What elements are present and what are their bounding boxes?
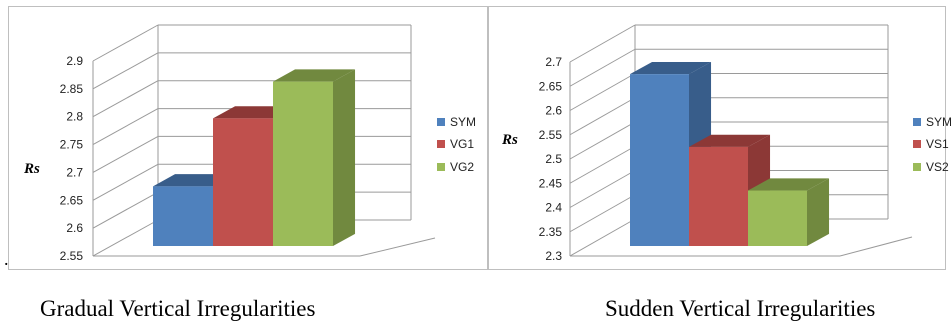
bar-vs1 [689, 146, 748, 246]
bar-sym [153, 186, 213, 246]
y-tick-label: 2.7 [66, 165, 83, 179]
gridline-side [92, 191, 159, 229]
bar-vg2 [273, 81, 333, 246]
gridline-side [569, 73, 636, 111]
gridline-side [569, 121, 636, 160]
y-tick-label: 2.3 [545, 249, 562, 263]
legend-label-sym: SYM [926, 115, 951, 129]
y-tick-label: 2.7 [545, 55, 562, 69]
gridline-side [92, 52, 159, 90]
legend-label-vg2: VG2 [450, 160, 474, 174]
y-tick-label: 2.85 [60, 82, 84, 96]
y-tick-label: 2.45 [539, 176, 563, 190]
gridline-side [569, 218, 636, 257]
legend-swatch-vg1 [437, 140, 445, 148]
legend-swatch-sym [437, 118, 445, 126]
legend-swatch-sym [913, 118, 921, 126]
stray-marker: . [4, 249, 9, 269]
y-tick-label: 2.65 [539, 79, 563, 93]
y-tick-label: 2.55 [539, 128, 563, 142]
gridline-side [92, 80, 159, 118]
gridline-side [92, 163, 159, 201]
legend-swatch-vs1 [913, 140, 921, 148]
legend-label-vs1: VS1 [926, 137, 949, 151]
legend-label-sym: SYM [450, 115, 476, 129]
gridline-side [569, 24, 636, 63]
gridline-side [92, 108, 159, 146]
legend-swatch-vg2 [437, 163, 445, 171]
bar-top-sym [630, 61, 712, 75]
floor-side-edge [839, 236, 913, 257]
left-chart-frame [8, 6, 488, 270]
bar-vg1 [213, 118, 273, 246]
y-tick-label: 2.9 [66, 54, 83, 68]
legend-label-vs2: VS2 [926, 160, 949, 174]
y-axis-label: Rs [23, 161, 40, 177]
bar-vs2 [748, 190, 807, 246]
gridline-side [569, 194, 636, 233]
y-tick-label: 2.4 [545, 201, 562, 215]
bar-side-vs2 [807, 178, 830, 246]
y-tick-label: 2.65 [60, 193, 84, 207]
floor-side-edge [359, 237, 436, 257]
y-axis-label: Rs [501, 132, 518, 148]
legend-label-vg1: VG1 [450, 137, 474, 151]
right-chart-frame [488, 6, 946, 270]
left-chart-caption: Gradual Vertical Irregularities [40, 296, 316, 321]
bar-top-vs1 [689, 134, 771, 147]
legend-swatch-vs2 [913, 163, 921, 171]
y-tick-label: 2.55 [60, 249, 84, 263]
gridline-side [569, 48, 636, 87]
y-tick-label: 2.5 [545, 152, 562, 166]
right-chart-caption: Sudden Vertical Irregularities [605, 296, 876, 321]
gridline-side [569, 97, 636, 136]
gridline-side [569, 170, 636, 208]
bar-top-vs2 [748, 178, 830, 191]
bar-top-vg2 [273, 69, 356, 82]
y-tick-label: 2.6 [545, 104, 562, 118]
bar-side-vg2 [333, 69, 356, 246]
y-tick-label: 2.35 [539, 225, 563, 239]
gridline-side [92, 24, 159, 62]
y-tick-label: 2.6 [66, 221, 83, 235]
gridline-side [92, 135, 159, 173]
y-tick-label: 2.8 [66, 110, 83, 124]
gridline-side [92, 219, 159, 257]
bar-sym [630, 74, 689, 246]
gridline-side [569, 145, 636, 184]
y-tick-label: 2.75 [60, 138, 84, 152]
